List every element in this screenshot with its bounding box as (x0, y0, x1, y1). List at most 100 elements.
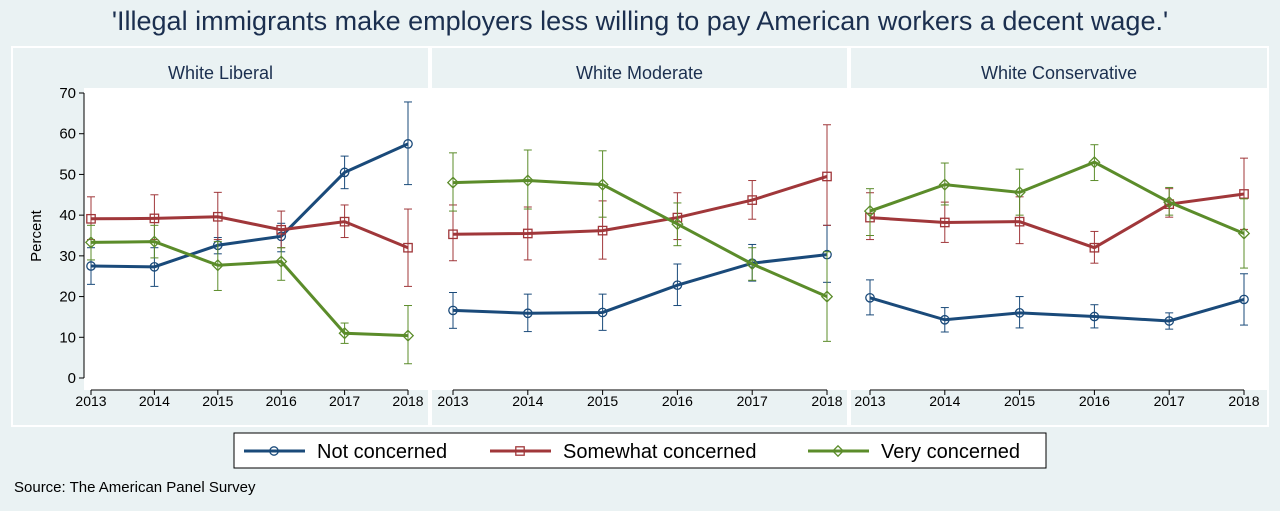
series-very-concerned (446, 149, 834, 342)
series-somewhat-concerned (86, 191, 413, 287)
data-point (522, 228, 533, 239)
x-tick-label: 2018 (1228, 393, 1259, 409)
panel-white-moderate: White Moderate 2013 2014 2015 2016 2017 2018 (430, 46, 849, 427)
data-point (746, 257, 759, 271)
x-tick-label: 2013 (437, 393, 468, 409)
data-point (339, 167, 350, 178)
data-point (212, 211, 223, 222)
legend-marker (831, 444, 845, 458)
data-point (938, 178, 951, 191)
legend: Not concerned Somewhat concerned Very conc… (233, 432, 1047, 469)
data-point (275, 255, 288, 268)
data-point (446, 176, 460, 189)
series-line (869, 296, 1245, 323)
error-bar (404, 101, 412, 186)
x-tick-label: 2017 (1154, 393, 1185, 409)
legend-box (233, 432, 1047, 469)
data-point (401, 329, 415, 342)
x-tick-label: 2017 (737, 393, 768, 409)
x-tick-label: 2018 (811, 393, 842, 409)
y-axis-label: Percent (28, 209, 45, 262)
data-point (1089, 311, 1100, 322)
data-point (597, 307, 608, 318)
chart-title: 'Illegal immigrants make employers less … (111, 6, 1169, 36)
data-point (1088, 156, 1101, 169)
series-very-concerned (863, 144, 1251, 269)
series-line (452, 175, 828, 236)
error-bar (404, 208, 412, 287)
data-point (939, 217, 950, 228)
x-tick-label: 2015 (587, 393, 618, 409)
plot-area (850, 88, 1267, 390)
x-tick-label: 2018 (392, 393, 423, 409)
data-point (1239, 189, 1249, 199)
source-note: Source: The American Panel Survey (14, 479, 256, 496)
data-point (86, 213, 96, 224)
x-tick-label: 2016 (1079, 393, 1110, 409)
y-tick-label: 0 (68, 370, 76, 387)
data-point (1014, 216, 1025, 227)
series-line (452, 253, 828, 315)
series-not-concerned (865, 273, 1249, 333)
y-tick-label: 60 (59, 126, 76, 143)
data-point (596, 178, 609, 191)
series-line (869, 192, 1245, 250)
y-tick-label: 20 (59, 289, 76, 306)
data-point (339, 216, 350, 227)
data-point (149, 261, 160, 272)
error-bar (866, 279, 874, 316)
data-point (522, 308, 533, 319)
data-point (672, 280, 683, 291)
series-line (869, 160, 1245, 235)
series-line (452, 179, 828, 298)
data-point (276, 224, 287, 235)
data-point (1013, 186, 1026, 199)
legend-item-somewhat-concerned: Somewhat concerned (490, 441, 756, 463)
x-tick-label: 2016 (266, 393, 297, 409)
data-point (863, 204, 877, 218)
legend-marker (515, 446, 525, 456)
x-tick-label: 2014 (929, 393, 960, 409)
x-tick-label: 2016 (662, 393, 693, 409)
x-tick-label: 2013 (75, 393, 106, 409)
panel-title: White Conservative (981, 63, 1137, 83)
panel-white-liberal: White Liberal 0 10 20 30 40 50 60 70 Percent 2013 2… (11, 46, 430, 427)
data-point (338, 327, 351, 340)
x-tick-label: 2015 (202, 393, 233, 409)
x-tick-label: 2014 (139, 393, 170, 409)
legend-marker (269, 446, 279, 456)
data-point (148, 235, 161, 248)
data-point (1239, 294, 1249, 305)
y-tick-label: 40 (59, 207, 76, 224)
x-tick-label: 2015 (1004, 393, 1035, 409)
panels: White Liberal 0 10 20 30 40 50 60 70 Percent 2013 2… (11, 46, 1269, 427)
panel-title: White Liberal (168, 63, 273, 83)
legend-item-not-concerned: Not concerned (244, 441, 447, 463)
data-point (822, 171, 832, 182)
data-point (403, 242, 413, 253)
y-tick-label: 30 (59, 248, 76, 265)
data-point (211, 259, 224, 272)
legend-label: Very concerned (881, 441, 1020, 463)
data-point (521, 174, 534, 187)
data-point (865, 292, 875, 303)
plot-area (431, 88, 847, 390)
y-tick-label: 50 (59, 166, 76, 183)
data-point (820, 290, 834, 303)
x-tick-label: 2014 (512, 393, 543, 409)
data-point (939, 314, 950, 325)
data-point (149, 213, 160, 224)
x-tick-label: 2017 (329, 393, 360, 409)
error-bar (87, 224, 95, 261)
error-bar (866, 188, 874, 236)
data-point (448, 305, 458, 316)
panel-title: White Moderate (576, 63, 703, 83)
series-line (90, 142, 409, 269)
data-point (1089, 242, 1100, 253)
data-point (1163, 195, 1176, 209)
data-point (597, 225, 608, 236)
legend-label: Somewhat concerned (563, 441, 756, 463)
x-tick-label: 2013 (854, 393, 885, 409)
data-point (671, 217, 684, 231)
